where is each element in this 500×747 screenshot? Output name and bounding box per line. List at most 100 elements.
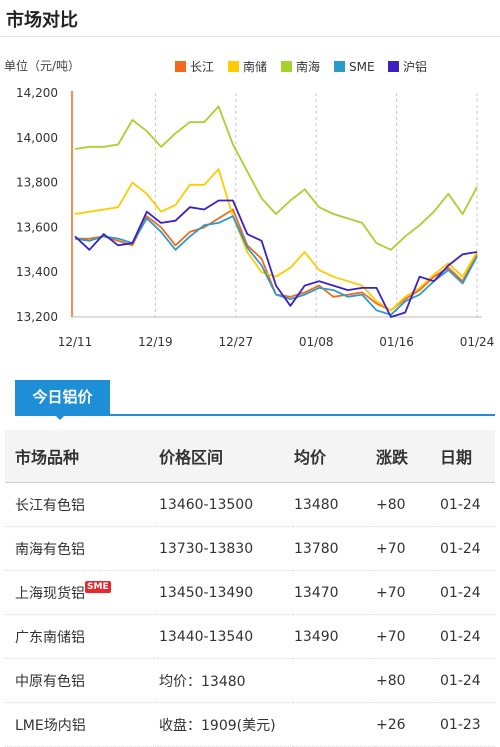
change-cell-text: +70 (376, 584, 406, 601)
avg-cell: 13470 (293, 570, 375, 615)
change-cell-text: +70 (376, 540, 406, 557)
x-tick-label-3: 01/08 (299, 335, 334, 349)
today-price-tab-bar: 今日铝价 (0, 378, 500, 420)
y-tick-label-3: 13,800 (16, 176, 58, 190)
market-cell: 上海现货铝 SME (5, 570, 158, 615)
legend-label-3: SME (349, 60, 375, 74)
date-cell-text: 01-24 (440, 540, 481, 557)
table-row[interactable]: 长江有色铝 13460-13500 13480 +80 01-24 (5, 482, 495, 527)
date-cell-text: 01-24 (440, 628, 481, 645)
legend-swatch-3 (334, 61, 345, 72)
tab-underline (15, 414, 495, 416)
change-cell: +70 (375, 570, 439, 615)
date-cell: 01-24 (439, 526, 495, 571)
x-tick-label-0: 12/11 (58, 335, 93, 349)
change-cell-text: +80 (376, 496, 406, 513)
date-cell: 01-24 (439, 614, 495, 659)
unit-label: 单位（元/吨） (4, 58, 80, 73)
legend-swatch-4 (388, 61, 399, 72)
legend-label-0: 长江 (190, 60, 214, 74)
market-cell-text[interactable]: 中原有色铝 (15, 673, 85, 690)
avg-cell-text: 13780 (294, 540, 339, 557)
market-cell-text[interactable]: LME场内铝 (15, 717, 86, 734)
tab-pointer (54, 414, 66, 420)
market-cell-text[interactable]: 广东南储铝 (15, 629, 85, 646)
avg-cell (293, 658, 375, 703)
market-cell: 中原有色铝 (5, 658, 158, 703)
date-cell-text: 01-24 (440, 584, 481, 601)
date-cell: 01-23 (439, 702, 495, 747)
col-header-date: 日期 (439, 430, 495, 483)
legend-swatch-1 (228, 61, 239, 72)
legend-swatch-0 (175, 61, 186, 72)
date-cell: 01-24 (439, 570, 495, 615)
date-cell-text: 01-23 (440, 716, 481, 733)
change-cell: +70 (375, 614, 439, 659)
avg-cell: 13480 (293, 482, 375, 527)
x-tick-label-2: 12/27 (219, 335, 254, 349)
avg-cell-text: 13490 (294, 628, 339, 645)
range-cell: 13730-13830 (158, 526, 293, 571)
legend-label-4: 沪铝 (403, 59, 427, 74)
y-tick-label-1: 13,400 (16, 265, 58, 279)
x-tick-label-5: 01/24 (460, 335, 495, 349)
series-line-1 (74, 168, 478, 312)
range-cell-text: 13460-13500 (159, 496, 254, 513)
page-title: 市场对比 (6, 10, 78, 31)
legend-label-1: 南储 (243, 59, 267, 74)
range-cell-text: 收盘：1909(美元) (159, 717, 276, 734)
change-cell: +80 (375, 658, 439, 703)
market-cell: 南海有色铝 (5, 526, 158, 571)
avg-cell: 13490 (293, 614, 375, 659)
table-row[interactable]: LME场内铝 收盘：1909(美元) +26 01-23 (5, 702, 495, 747)
change-cell: +80 (375, 482, 439, 527)
market-cell-text[interactable]: 上海现货铝 (15, 585, 85, 602)
header: 市场对比 (0, 0, 500, 37)
legend-swatch-2 (281, 61, 292, 72)
date-cell-text: 01-24 (440, 672, 481, 689)
col-header-change: 涨跌 (375, 430, 439, 483)
col-header-market: 市场品种 (5, 430, 158, 483)
table-row[interactable]: 中原有色铝 均价：13480 +80 01-24 (5, 658, 495, 703)
change-cell-text: +80 (376, 672, 406, 689)
series-line-2 (74, 105, 478, 251)
table-header-row: 市场品种 价格区间 均价 涨跌 日期 (5, 430, 495, 483)
y-tick-label-0: 13,200 (16, 310, 58, 324)
range-cell: 13450-13490 (158, 570, 293, 615)
market-cell: 长江有色铝 (5, 482, 158, 527)
col-header-range: 价格区间 (158, 430, 293, 483)
avg-cell: 13780 (293, 526, 375, 571)
range-cell: 均价：13480 (158, 658, 293, 703)
range-cell: 13460-13500 (158, 482, 293, 527)
col-header-avg: 均价 (293, 430, 375, 483)
price-table: 市场品种 价格区间 均价 涨跌 日期 长江有色铝 13460-13500 13480… (5, 430, 495, 747)
y-tick-label-4: 14,000 (16, 131, 58, 145)
date-cell: 01-24 (439, 658, 495, 703)
change-cell-text: +70 (376, 628, 406, 645)
series-line-4 (74, 199, 478, 318)
market-cell: LME场内铝 (5, 702, 158, 747)
table-row[interactable]: 上海现货铝 SME 13450-13490 13470 +70 01-24 (5, 570, 495, 615)
range-cell-text: 13440-13540 (159, 628, 254, 645)
x-tick-label-4: 01/16 (379, 335, 414, 349)
tab-today-price[interactable]: 今日铝价 (15, 380, 110, 414)
y-tick-label-2: 13,600 (16, 220, 58, 234)
date-cell: 01-24 (439, 482, 495, 527)
market-cell-text[interactable]: 南海有色铝 (15, 541, 85, 558)
range-cell-text: 13730-13830 (159, 540, 254, 557)
legend-label-2: 南海 (296, 59, 320, 74)
x-tick-label-1: 12/19 (138, 335, 173, 349)
y-tick-label-5: 14,200 (16, 86, 58, 100)
series-line-3 (74, 215, 478, 316)
table-row[interactable]: 广东南储铝 13440-13540 13490 +70 01-24 (5, 614, 495, 659)
market-comparison-chart: 单位（元/吨） 长江 南储 南海 SME 沪铝 12/11 12/19 12/27 01/08 01… (4, 58, 495, 349)
range-cell-text: 13450-13490 (159, 584, 254, 601)
change-cell: +26 (375, 702, 439, 747)
market-cell: 广东南储铝 (5, 614, 158, 659)
range-cell: 收盘：1909(美元) (158, 702, 293, 747)
range-cell-text: 均价：13480 (159, 673, 246, 690)
table-row[interactable]: 南海有色铝 13730-13830 13780 +70 01-24 (5, 526, 495, 571)
market-cell-text[interactable]: 长江有色铝 (15, 497, 85, 514)
avg-cell-text: 13480 (294, 496, 339, 513)
change-cell-text: +26 (376, 716, 406, 733)
